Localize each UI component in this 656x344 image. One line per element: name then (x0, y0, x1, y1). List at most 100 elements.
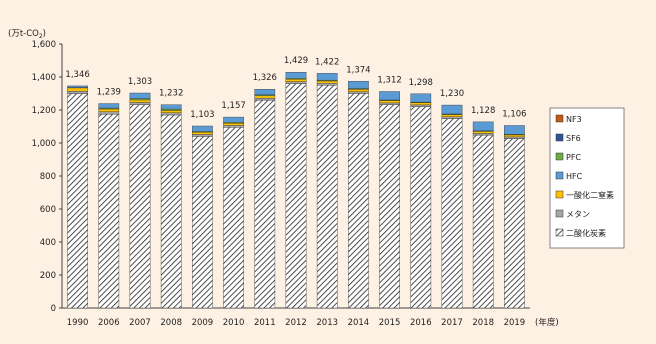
y-tick-label: 600 (40, 205, 56, 215)
bar-segment-二酸化炭素-2015 (379, 104, 400, 309)
bar-segment-HFC-2006 (98, 103, 120, 109)
total-label-2010: 1,157 (221, 101, 245, 111)
y-tick-label: 0 (51, 304, 56, 314)
bar-segment-二酸化炭素-2006 (98, 113, 120, 309)
bar-segment-二酸化炭素-2010 (223, 127, 244, 309)
total-label-2019: 1,106 (502, 110, 526, 120)
bar-segment-一酸化二窒素-2016 (410, 102, 432, 106)
y-tick-label: 1,400 (32, 73, 56, 83)
bar-segment-一酸化二窒素-2015 (379, 100, 400, 104)
bar-segment-メタン-2014 (348, 91, 369, 94)
bar-segment-HFC-2016 (410, 93, 432, 103)
x-tick-label-1990: 1990 (67, 318, 89, 328)
y-tick-label: 1,000 (32, 139, 56, 149)
bar-segment-HFC-2018 (472, 121, 494, 131)
x-tick-label-2008: 2008 (160, 318, 182, 328)
bar-segment-二酸化炭素-2018 (472, 134, 494, 309)
total-label-2006: 1,239 (97, 88, 121, 98)
x-tick-label-2006: 2006 (98, 318, 120, 328)
bar-segment-一酸化二窒素-2010 (223, 122, 244, 126)
bar-segment-一酸化二窒素-2013 (316, 80, 338, 84)
x-tick-label-2015: 2015 (379, 318, 401, 328)
bar-segment-一酸化二窒素-2014 (348, 89, 369, 92)
bar-segment-一酸化二窒素-2012 (285, 79, 307, 82)
x-tick-label-2013: 2013 (316, 318, 338, 328)
total-labels-group: 1,346 1,239 1,303 1,232 1,103 1,157 1,326 1,429… (65, 56, 526, 120)
bar-segment-HFC-2013 (316, 73, 338, 81)
x-tick-label-2011: 2011 (254, 318, 276, 328)
bar-segment-メタン-2012 (285, 81, 307, 84)
bar-segment-メタン-1990 (67, 90, 88, 94)
legend-label-メタン: メタン (566, 210, 590, 219)
bar-segment-一酸化二窒素-2008 (160, 110, 182, 114)
bar-segment-一酸化二窒素-2018 (472, 131, 494, 134)
bar-segment-一酸化二窒素-2009 (192, 132, 213, 135)
bar-segment-二酸化炭素-2008 (160, 114, 182, 309)
total-label-2013: 1,422 (315, 57, 339, 67)
bar-segment-二酸化炭素-2017 (441, 118, 463, 309)
legend-label-NF3: NF3 (566, 115, 582, 124)
y-axis-unit-label: (万t-CO2) (8, 29, 46, 40)
bar-segment-メタン-2013 (316, 83, 338, 86)
total-label-2009: 1,103 (190, 110, 214, 120)
y-tick-label: 400 (40, 238, 56, 248)
bar-segment-HFC-2014 (348, 81, 369, 89)
bar-segment-メタン-2019 (504, 136, 525, 139)
x-tick-label-2010: 2010 (223, 318, 245, 328)
total-label-2008: 1,232 (159, 89, 183, 99)
bar-segment-HFC-2009 (192, 125, 213, 132)
bar-segment-メタン-2016 (410, 104, 432, 107)
total-label-2018: 1,128 (471, 106, 495, 116)
bar-segment-一酸化二窒素-2011 (254, 95, 276, 99)
bar-segment-メタン-2018 (472, 133, 494, 136)
legend-swatch-二酸化炭素 (555, 228, 564, 237)
legend-label-SF6: SF6 (566, 134, 581, 143)
bar-segment-一酸化二窒素-1990 (67, 87, 88, 92)
bar-segment-HFC-2011 (254, 89, 276, 96)
bar-segment-一酸化二窒素-2019 (504, 134, 525, 138)
total-label-2007: 1,303 (128, 77, 152, 87)
legend-swatch-HFC (555, 171, 564, 180)
total-label-1990: 1,346 (65, 70, 89, 80)
x-tick-label-2018: 2018 (472, 318, 494, 328)
bar-segment-二酸化炭素-2007 (129, 104, 151, 309)
legend-label-PFC: PFC (566, 153, 581, 162)
bar-segment-HFC-2007 (129, 92, 151, 99)
x-tick-label-2014: 2014 (348, 318, 370, 328)
x-tick-label-2016: 2016 (410, 318, 432, 328)
legend-swatch-SF6 (555, 133, 564, 142)
legend-swatch-メタン (555, 209, 564, 218)
bar-segment-HFC-2008 (160, 104, 182, 110)
bar-segment-メタン-2017 (441, 116, 463, 119)
bar-segment-一酸化二窒素-2006 (98, 108, 120, 113)
bar-segment-PFC-2007 (129, 98, 151, 101)
bar-segment-PFC-2008 (160, 108, 182, 111)
x-tick-label-2009: 2009 (192, 318, 214, 328)
bar-segment-HFC-1990 (67, 85, 88, 88)
bar-segment-メタン-2010 (223, 125, 244, 128)
y-tick-label: 1,200 (32, 106, 56, 116)
legend-label-一酸化二窒素: 一酸化二窒素 (566, 190, 614, 200)
legend-label-HFC: HFC (566, 172, 583, 181)
bar-segment-メタン-2009 (192, 134, 213, 137)
bar-segment-HFC-2019 (504, 125, 525, 135)
total-label-2017: 1,230 (440, 89, 464, 99)
x-axis-unit-label: (年度) (535, 317, 559, 328)
x-tick-label-2017: 2017 (441, 318, 463, 328)
total-label-2016: 1,298 (409, 78, 433, 88)
legend-swatch-PFC (555, 152, 564, 161)
bar-segment-二酸化炭素-2016 (410, 106, 432, 309)
legend-swatch-一酸化二窒素 (555, 190, 564, 199)
bar-segment-メタン-2008 (160, 112, 182, 116)
legend-swatch-NF3 (555, 114, 564, 123)
x-axis-ticks: 1990 2006 2007 2008 2009 2010 2011 2012 2013 2014… (67, 318, 525, 328)
total-label-2011: 1,326 (253, 73, 277, 83)
bar-segment-二酸化炭素-2013 (316, 85, 338, 309)
x-tick-label-2007: 2007 (129, 318, 151, 328)
total-label-2012: 1,429 (284, 56, 308, 66)
legend-label-二酸化炭素: 二酸化炭素 (566, 228, 606, 238)
total-label-2014: 1,374 (346, 65, 370, 75)
bar-segment-HFC-2012 (285, 72, 307, 79)
bar-segment-メタン-2006 (98, 111, 120, 115)
bar-segment-二酸化炭素-2014 (348, 93, 369, 309)
